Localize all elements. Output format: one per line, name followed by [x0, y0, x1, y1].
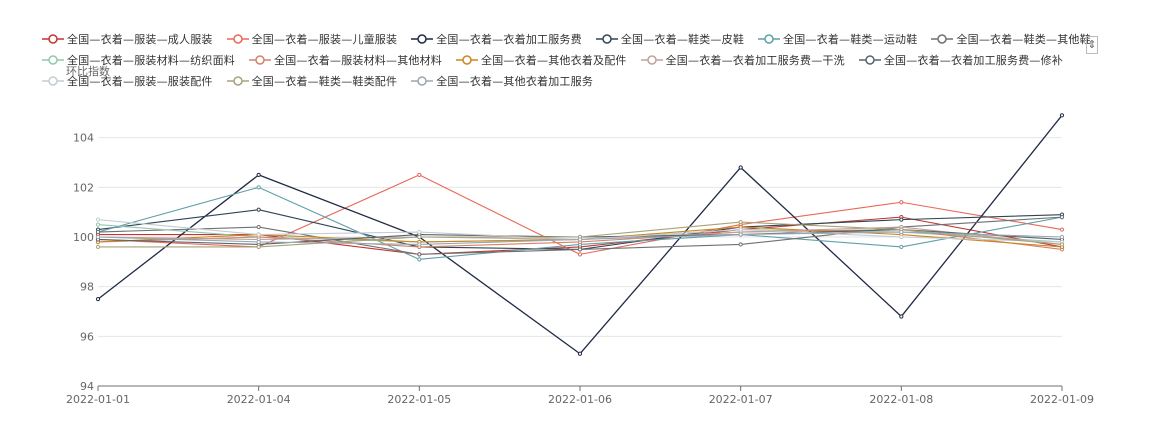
legend-line-marker-icon [42, 76, 64, 86]
x-tick-label: 2022-01-09 [1030, 393, 1094, 406]
x-tick-label: 2022-01-04 [227, 393, 291, 406]
legend-line-marker-icon [411, 34, 434, 44]
legend-item[interactable]: 全国—衣着—其他衣着及配件 [456, 51, 627, 69]
series-point [95, 244, 101, 250]
legend-label: 全国—衣着—服装—儿童服装 [251, 33, 398, 46]
series-point [577, 252, 583, 257]
legend-line-marker-icon [249, 55, 271, 65]
series-point [417, 252, 422, 257]
legend-line-marker-icon [42, 55, 64, 65]
series-point [95, 217, 101, 222]
series-point [577, 351, 583, 356]
series-point [256, 185, 261, 190]
x-tick-label: 2022-01-01 [66, 393, 130, 406]
series-point [738, 165, 743, 170]
legend-item[interactable]: 全国—衣着—服装—儿童服装 [226, 30, 398, 48]
series-point [95, 229, 101, 235]
y-tick-label: 96 [80, 330, 94, 343]
y-axis-label: 环比指数 [66, 65, 110, 78]
y-tick-label: 102 [73, 181, 94, 194]
series-point [1059, 113, 1065, 118]
series-point [95, 296, 101, 302]
legend-label: 全国—衣着—衣着加工服务费—修补 [883, 54, 1064, 67]
legend-item[interactable]: 全国—衣着—其他衣着加工服务 [411, 72, 593, 90]
series-point [256, 232, 261, 237]
legend-label: 全国—衣着—其他衣着及配件 [481, 54, 627, 67]
legend-item[interactable]: 全国—衣着—服装—成人服装 [42, 30, 213, 48]
series-point [256, 172, 261, 178]
series-point [256, 244, 261, 250]
series-point [417, 229, 422, 235]
series-point [417, 172, 422, 178]
legend-item[interactable]: 全国—衣着—衣着加工服务费—修补 [858, 51, 1064, 69]
legend-line-marker-icon [411, 76, 434, 86]
series-point [417, 234, 422, 240]
series-point [738, 232, 743, 237]
x-tick-label: 2022-01-05 [387, 393, 451, 406]
series-point [95, 234, 101, 240]
legend-line-marker-icon [758, 34, 781, 44]
series-point [95, 222, 101, 227]
series-point [899, 217, 904, 222]
y-tick-label: 98 [80, 281, 94, 294]
legend-item[interactable]: 全国—衣着—鞋类—其他鞋 [931, 30, 1091, 48]
legend-label: 全国—衣着—鞋类—皮鞋 [620, 33, 745, 46]
series-point [738, 242, 743, 247]
legend-label: 全国—衣着—鞋类—其他鞋 [956, 33, 1091, 46]
x-tick-label: 2022-01-06 [548, 393, 612, 406]
legend-line-marker-icon [595, 34, 618, 44]
legend-line-marker-icon [640, 55, 663, 65]
x-tick-label: 2022-01-08 [869, 393, 933, 406]
legend-label: 全国—衣着—衣着加工服务费—干洗 [665, 54, 845, 67]
legend-line-marker-icon [931, 34, 954, 44]
series-point [577, 247, 583, 252]
legend-line-marker-icon [42, 34, 64, 44]
series-point [1059, 234, 1065, 240]
legend-label: 全国—衣着—衣着加工服务费 [436, 33, 582, 46]
legend-item[interactable]: 全国—衣着—鞋类—鞋类配件 [226, 72, 398, 90]
legend-label: 全国—衣着—服装材料—其他材料 [274, 54, 442, 67]
legend-item[interactable]: 全国—衣着—衣着加工服务费—干洗 [640, 51, 845, 69]
legend-line-marker-icon [456, 55, 478, 65]
y-tick-label: 94 [80, 380, 94, 393]
legend-item[interactable]: 全国—衣着—服装材料—纺织面料 [42, 51, 235, 69]
legend-line-marker-icon [226, 34, 249, 44]
chart-legend: 全国—衣着—服装—成人服装 全国—衣着—服装—儿童服装 全国—衣着—衣着加工服务费全… [42, 30, 1102, 90]
series-point [738, 227, 743, 232]
series-point [899, 229, 904, 235]
legend-line-marker-icon [226, 76, 249, 86]
legend-item[interactable]: 全国—衣着—服装—服装配件 [42, 72, 213, 90]
legend-item[interactable]: 全国—衣着—鞋类—皮鞋 [595, 30, 745, 48]
y-tick-label: 104 [73, 132, 94, 145]
legend-label: 全国—衣着—服装材料—纺织面料 [67, 54, 235, 67]
series-point [899, 314, 904, 319]
legend-item[interactable]: 全国—衣着—衣着加工服务费 [411, 30, 582, 48]
series-point [1059, 242, 1065, 247]
series-point [417, 257, 422, 262]
series-point [256, 239, 261, 245]
series-point [1059, 215, 1065, 220]
legend-toggle-icon[interactable]: ⇕ [1086, 36, 1098, 54]
series-point [417, 242, 422, 247]
series-point [256, 224, 261, 230]
series-point [1059, 227, 1065, 232]
series-point [256, 207, 261, 212]
legend-label: 全国—衣着—鞋类—运动鞋 [783, 33, 918, 46]
series-point [899, 244, 904, 250]
legend-line-marker-icon [858, 55, 881, 65]
series-point [738, 220, 743, 225]
series-point [899, 234, 904, 240]
legend-item[interactable]: 全国—衣着—服装材料—其他材料 [249, 51, 442, 69]
y-tick-label: 100 [73, 231, 94, 244]
x-tick-label: 2022-01-07 [709, 393, 773, 406]
legend-label: 全国—衣着—其他衣着加工服务 [436, 75, 594, 88]
legend-label: 全国—衣着—鞋类—鞋类配件 [251, 75, 398, 88]
legend-label: 全国—衣着—服装—成人服装 [67, 33, 213, 46]
legend-label: 全国—衣着—服装—服装配件 [67, 75, 213, 88]
series-point [577, 237, 583, 242]
series-point [899, 200, 904, 205]
legend-item[interactable]: 全国—衣着—鞋类—运动鞋 [758, 30, 917, 48]
